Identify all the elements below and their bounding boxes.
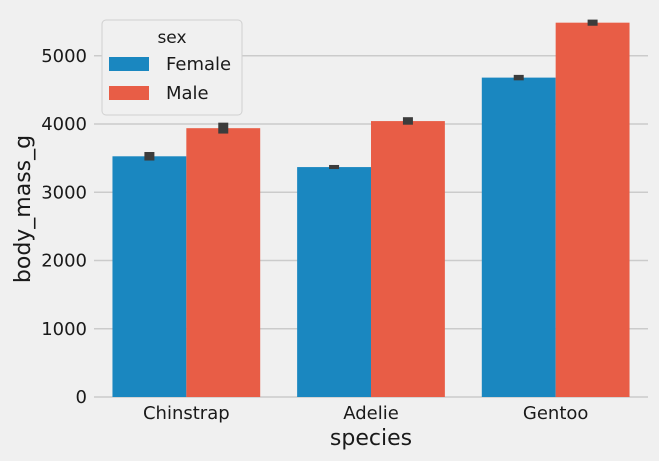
legend-label-female: Female	[166, 54, 231, 75]
bar-gentoo-female	[481, 77, 556, 397]
x-tick-label-gentoo: Gentoo	[523, 403, 589, 424]
y-tick-label-2000: 2000	[41, 251, 87, 272]
x-tick-label-chinstrap: Chinstrap	[143, 403, 230, 424]
y-tick-label-3000: 3000	[41, 182, 87, 203]
x-tick-label-adelie: Adelie	[343, 403, 399, 424]
y-tick-label-1000: 1000	[41, 319, 87, 340]
y-tick-label-0: 0	[76, 387, 87, 408]
error-layer	[144, 19, 598, 170]
legend-swatch-female	[109, 57, 149, 71]
bar-chinstrap-female	[112, 156, 187, 397]
bar-chinstrap-male	[186, 128, 261, 397]
legend: sex Female Male	[101, 19, 243, 116]
y-tick-label-5000: 5000	[41, 46, 87, 67]
bar-gentoo-male	[555, 22, 630, 397]
tick-layer: 0 1000 2000 3000 4000 5000 Chinstrap Adelie Gent…	[41, 46, 588, 424]
bar-adelie-female	[297, 167, 371, 397]
legend-swatch-male	[109, 86, 149, 100]
legend-label-male: Male	[166, 83, 209, 104]
x-axis-label: species	[330, 426, 412, 451]
legend-title: sex	[157, 28, 186, 48]
bar-layer	[112, 22, 630, 398]
y-tick-label-4000: 4000	[41, 114, 87, 135]
y-axis-label: body_mass_g	[11, 135, 36, 283]
bar-adelie-male	[371, 121, 445, 398]
